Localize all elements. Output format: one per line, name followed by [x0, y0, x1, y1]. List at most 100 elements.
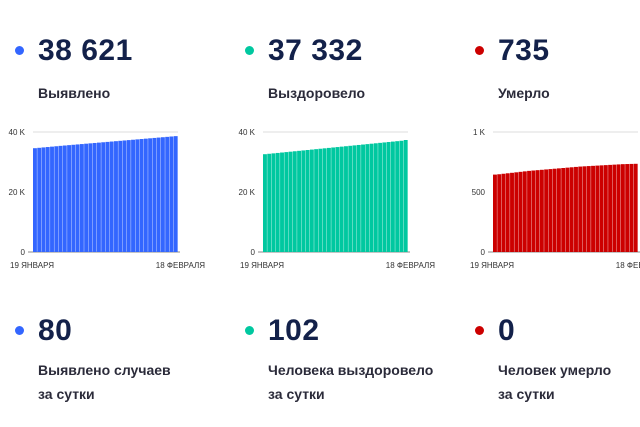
- bar: [620, 164, 625, 252]
- bar: [88, 143, 93, 252]
- bar: [369, 143, 374, 252]
- recovered-daily-dot-icon: [245, 326, 254, 335]
- bar: [156, 137, 161, 252]
- bar: [263, 154, 267, 252]
- bar: [37, 147, 42, 252]
- recovered-dot-icon: [245, 46, 254, 55]
- y-tick-label: 20 K: [9, 188, 26, 197]
- bar: [378, 142, 383, 252]
- bar: [54, 146, 59, 252]
- bar: [105, 141, 110, 252]
- bar: [33, 148, 37, 252]
- deaths-total-label: Умерло: [498, 85, 550, 101]
- bar: [501, 173, 506, 252]
- bar: [143, 138, 148, 252]
- bar: [280, 152, 284, 252]
- bar: [160, 137, 165, 252]
- detected-chart: 0 20 K 40 K 19 ЯНВАРЯ 18 ФЕВРАЛЯ: [9, 128, 206, 270]
- detected-total: 38 621: [38, 34, 133, 67]
- bar: [348, 145, 353, 252]
- bar: [514, 172, 519, 252]
- bar: [361, 144, 365, 252]
- bar: [544, 169, 549, 252]
- y-tick-label: 40 K: [239, 128, 256, 137]
- bar: [75, 144, 80, 252]
- recovered-total: 37 332: [268, 34, 363, 67]
- deaths-total: 735: [498, 34, 550, 67]
- bar: [356, 144, 361, 252]
- bar: [292, 151, 297, 252]
- deaths-chart: 0 500 1 K 19 ЯНВАРЯ 18 ФЕВРАЛЯ: [470, 128, 640, 270]
- bar: [373, 143, 378, 252]
- deaths-daily-label-line1: Человек умерло: [498, 362, 612, 378]
- bar: [58, 145, 63, 252]
- bar: [45, 147, 50, 252]
- bar: [309, 149, 314, 252]
- bar: [612, 164, 617, 252]
- detected-dot-icon: [15, 46, 24, 55]
- bar: [126, 140, 131, 252]
- bar: [578, 166, 583, 252]
- bar: [271, 153, 276, 252]
- bar: [92, 142, 97, 252]
- bar: [395, 141, 400, 252]
- bar: [148, 138, 153, 252]
- bar: [122, 140, 127, 252]
- bar: [603, 165, 608, 252]
- bar: [114, 141, 118, 252]
- bar: [322, 148, 327, 252]
- bar: [301, 150, 306, 252]
- bar: [297, 150, 302, 252]
- bar: [318, 148, 323, 252]
- bar: [599, 165, 604, 252]
- bar: [586, 166, 591, 252]
- bar: [50, 146, 54, 252]
- stat-column-detected: 38 621 Выявлено 0 20 K 40 K 19 ЯНВАРЯ 18 ФЕВ…: [0, 0, 230, 427]
- x-tick-label: 18 ФЕВРАЛЯ: [616, 261, 640, 270]
- bar: [288, 151, 293, 252]
- bar: [569, 167, 574, 252]
- bar: [352, 145, 357, 252]
- bar: [314, 149, 319, 252]
- bar: [403, 140, 408, 252]
- bar: [527, 170, 532, 252]
- bar: [510, 172, 514, 252]
- bar: [335, 147, 340, 252]
- bar: [582, 166, 587, 252]
- bar: [608, 164, 613, 252]
- y-tick-label: 0: [251, 248, 256, 257]
- deaths-dot-icon: [475, 46, 484, 55]
- bar: [118, 140, 123, 252]
- recovered-chart: 0 20 K 40 K 19 ЯНВАРЯ 18 ФЕВРАЛЯ: [239, 128, 436, 270]
- recovered-daily-label-line2: за сутки: [268, 386, 325, 402]
- bar: [539, 169, 544, 252]
- recovered-daily: 102: [268, 314, 320, 347]
- bar: [284, 152, 289, 252]
- detected-daily-label-line1: Выявлено случаев: [38, 362, 171, 378]
- bar: [339, 146, 344, 252]
- bar: [535, 170, 540, 252]
- detected-daily-label-line2: за сутки: [38, 386, 95, 402]
- bar: [109, 141, 114, 252]
- bar: [101, 142, 106, 252]
- bar: [561, 168, 566, 252]
- deaths-daily-dot-icon: [475, 326, 484, 335]
- bar: [165, 136, 170, 252]
- bar: [493, 174, 497, 252]
- bar: [522, 171, 527, 252]
- x-tick-label: 18 ФЕВРАЛЯ: [156, 261, 205, 270]
- bar: [548, 169, 553, 252]
- bar: [518, 171, 523, 252]
- x-tick-label: 18 ФЕВРАЛЯ: [386, 261, 435, 270]
- bar: [625, 164, 630, 252]
- bar: [629, 163, 634, 252]
- bar: [331, 147, 336, 252]
- bar: [71, 144, 76, 252]
- bar: [595, 165, 600, 252]
- bar: [326, 147, 331, 252]
- bar: [497, 174, 502, 252]
- x-tick-label: 19 ЯНВАРЯ: [470, 261, 514, 270]
- bar: [139, 139, 144, 252]
- bar: [67, 145, 72, 252]
- bar: [267, 153, 272, 252]
